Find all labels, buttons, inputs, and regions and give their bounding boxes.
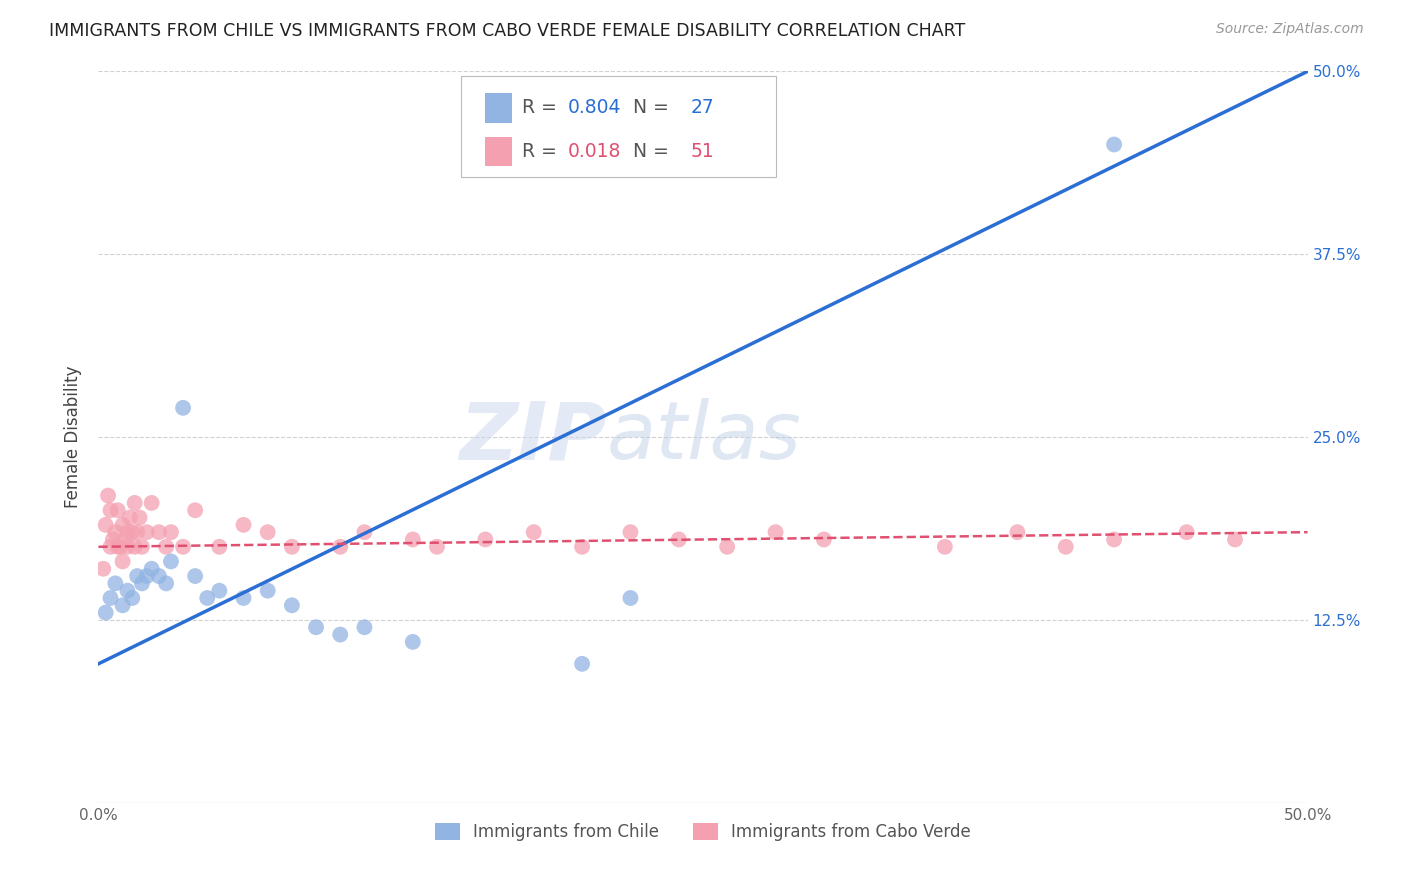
Point <box>1007 525 1029 540</box>
Point <box>208 583 231 598</box>
Point <box>1054 540 1077 554</box>
FancyBboxPatch shape <box>461 77 776 178</box>
Point <box>184 503 207 517</box>
Point <box>329 627 352 641</box>
Point <box>523 525 546 540</box>
Point <box>329 540 352 554</box>
Point <box>100 503 122 517</box>
Bar <box>485 137 512 167</box>
Point <box>127 525 149 540</box>
Point <box>1102 137 1125 152</box>
Point <box>571 540 593 554</box>
Point <box>131 540 153 554</box>
Point <box>172 401 194 415</box>
Point <box>160 554 183 568</box>
Point <box>128 510 150 524</box>
Point <box>474 533 496 547</box>
Point <box>114 533 136 547</box>
Text: Source: ZipAtlas.com: Source: ZipAtlas.com <box>1216 22 1364 37</box>
Point <box>118 510 141 524</box>
Point <box>1175 525 1198 540</box>
Point <box>232 591 254 605</box>
Point <box>127 569 149 583</box>
Y-axis label: Female Disability: Female Disability <box>65 366 83 508</box>
Point <box>619 525 641 540</box>
Point <box>195 591 218 605</box>
Point <box>135 569 157 583</box>
Point <box>121 591 143 605</box>
Point <box>117 525 139 540</box>
Point <box>155 540 177 554</box>
Point <box>121 525 143 540</box>
Point <box>426 540 449 554</box>
Point <box>208 540 231 554</box>
Point <box>353 525 375 540</box>
Point <box>155 576 177 591</box>
Text: 51: 51 <box>690 143 714 161</box>
Text: 0.018: 0.018 <box>568 143 621 161</box>
Point <box>107 503 129 517</box>
Point <box>148 525 170 540</box>
Point <box>117 540 139 554</box>
Point <box>668 533 690 547</box>
Text: 0.804: 0.804 <box>568 98 621 118</box>
Text: atlas: atlas <box>606 398 801 476</box>
Point <box>124 496 146 510</box>
Point <box>256 583 278 598</box>
Point <box>100 591 122 605</box>
Text: R =: R = <box>522 98 562 118</box>
Point <box>232 517 254 532</box>
Legend: Immigrants from Chile, Immigrants from Cabo Verde: Immigrants from Chile, Immigrants from C… <box>427 814 979 849</box>
Bar <box>485 94 512 122</box>
Text: IMMIGRANTS FROM CHILE VS IMMIGRANTS FROM CABO VERDE FEMALE DISABILITY CORRELATIO: IMMIGRANTS FROM CHILE VS IMMIGRANTS FROM… <box>49 22 966 40</box>
Point <box>108 540 131 554</box>
Point <box>716 540 738 554</box>
Point <box>141 562 163 576</box>
Point <box>91 562 114 576</box>
Point <box>160 525 183 540</box>
Point <box>111 599 134 613</box>
Point <box>281 599 304 613</box>
Point <box>256 525 278 540</box>
Point <box>131 576 153 591</box>
Point <box>101 533 124 547</box>
Point <box>184 569 207 583</box>
Text: ZIP: ZIP <box>458 398 606 476</box>
Point <box>281 540 304 554</box>
Point <box>107 540 129 554</box>
Text: 27: 27 <box>690 98 714 118</box>
Point <box>135 525 157 540</box>
Point <box>172 540 194 554</box>
Point <box>765 525 787 540</box>
Point <box>813 533 835 547</box>
Point <box>1102 533 1125 547</box>
Point <box>402 635 425 649</box>
Point <box>1223 533 1246 547</box>
Point <box>353 620 375 634</box>
Point <box>104 576 127 591</box>
Text: N =: N = <box>621 98 675 118</box>
Point <box>94 517 117 532</box>
Point <box>97 489 120 503</box>
Point <box>124 540 146 554</box>
Point <box>111 517 134 532</box>
Text: R =: R = <box>522 143 562 161</box>
Point <box>305 620 328 634</box>
Point <box>117 583 139 598</box>
Point <box>94 606 117 620</box>
Point <box>934 540 956 554</box>
Point <box>571 657 593 671</box>
Point <box>104 525 127 540</box>
Point <box>141 496 163 510</box>
Point <box>619 591 641 605</box>
Point <box>402 533 425 547</box>
Text: N =: N = <box>621 143 675 161</box>
Point <box>100 540 122 554</box>
Point <box>148 569 170 583</box>
Point <box>111 554 134 568</box>
